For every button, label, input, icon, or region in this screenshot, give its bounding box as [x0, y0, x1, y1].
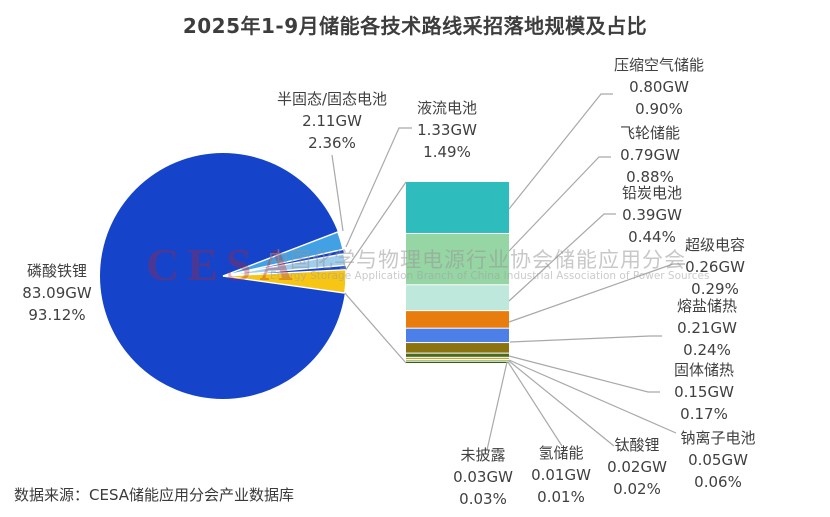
- label-leader-line: [508, 355, 660, 393]
- slice-percent: 0.17%: [680, 405, 728, 423]
- series-line-bottom: [344, 292, 407, 364]
- slice-value: 0.21GW: [677, 319, 737, 337]
- slice-label-block: 半固态/固态电池 2.11GW 2.36%: [248, 88, 416, 154]
- pie-slice-other-group: [222, 268, 347, 294]
- slice-value: 0.79GW: [620, 146, 680, 164]
- slice-name: 液流电池: [416, 99, 477, 117]
- slice-value: 0.01GW: [531, 466, 591, 484]
- data-source-note: 数据来源：CESA储能应用分会产业数据库: [14, 486, 295, 504]
- slice-value: 0.39GW: [622, 206, 682, 224]
- slice-percent: 0.03%: [459, 490, 507, 508]
- slice-percent: 1.49%: [423, 143, 471, 161]
- slice-label-block: 压缩空气储能 0.80GW 0.90%: [593, 54, 725, 120]
- bar-segment: [406, 360, 509, 361]
- slice-percent: 0.02%: [613, 480, 661, 498]
- label-leader-line: [509, 335, 662, 343]
- slice-name: 超级电容: [684, 236, 745, 254]
- pie-slice-flow: [222, 252, 347, 277]
- slice-value: 2.11GW: [302, 112, 362, 130]
- slice-value: 1.33GW: [417, 121, 477, 139]
- slice-name: 氢储能: [538, 444, 584, 462]
- label-leader-line: [508, 156, 611, 252]
- slice-label-block: 氢储能 0.01GW 0.01%: [502, 442, 620, 508]
- slice-value: 0.15GW: [674, 383, 734, 401]
- slice-label-block: 飞轮储能 0.79GW 0.88%: [586, 122, 714, 188]
- slice-name: 固体储热: [673, 361, 734, 379]
- label-leader-line: [486, 361, 508, 451]
- bar-segment: [406, 285, 509, 311]
- slice-name: 铅炭电池: [621, 184, 682, 202]
- series-line-top: [345, 181, 407, 271]
- bar-segment: [406, 357, 509, 360]
- slice-name: 飞轮储能: [619, 124, 680, 142]
- label-leader-line: [508, 93, 613, 210]
- label-leader-line: [508, 360, 615, 447]
- slice-label-block: 钛酸锂 0.02GW 0.02%: [576, 434, 698, 500]
- chart-title: 2025年1-9月储能各技术路线采招落地规模及占比: [182, 14, 648, 38]
- bar-segment: [406, 233, 509, 285]
- slice-percent: 0.44%: [628, 228, 676, 246]
- slice-label-block: 铅炭电池 0.39GW 0.44%: [588, 182, 716, 248]
- slice-value: 0.03GW: [453, 468, 513, 486]
- label-leader-line: [508, 359, 677, 434]
- slice-name: 熔盐储热: [676, 297, 737, 315]
- bar-segment: [406, 328, 509, 343]
- slice-label-block: 超级电容 0.26GW 0.29%: [652, 234, 778, 300]
- bar-segment: [406, 311, 509, 328]
- bar-segment: [406, 361, 509, 363]
- slice-name: 磷酸铁锂: [26, 262, 87, 280]
- slice-value: 83.09GW: [22, 284, 92, 302]
- slice-value: 0.80GW: [629, 78, 689, 96]
- slice-name: 钠离子电池: [680, 429, 756, 447]
- slice-label-block: 钠离子电池 0.05GW 0.06%: [655, 427, 781, 493]
- slice-percent: 0.06%: [694, 473, 742, 491]
- slice-value: 0.26GW: [685, 258, 745, 276]
- slice-percent: 0.88%: [626, 168, 674, 186]
- label-leader-line: [508, 213, 616, 302]
- slice-label-block: 液流电池 1.33GW 1.49%: [398, 97, 496, 163]
- slice-percent: 0.29%: [691, 280, 739, 298]
- slice-value: 0.02GW: [607, 458, 667, 476]
- bar-segment: [406, 353, 509, 357]
- slice-label-block: 熔盐储热 0.21GW 0.24%: [644, 295, 770, 361]
- slice-percent: 0.24%: [683, 341, 731, 359]
- label-leader-line: [508, 263, 685, 323]
- slice-percent: 0.90%: [635, 100, 683, 118]
- pie-slice-semi-solid: [222, 231, 344, 277]
- slice-label-block: 固体储热 0.15GW 0.17%: [641, 359, 767, 425]
- bar-segment: [406, 343, 509, 353]
- label-leader-line: [331, 154, 344, 232]
- slice-percent: 93.12%: [28, 306, 86, 324]
- slice-percent: 2.36%: [308, 134, 356, 152]
- slice-name: 未披露: [460, 446, 506, 464]
- label-leader-line: [507, 361, 563, 447]
- slice-name: 压缩空气储能: [613, 56, 704, 74]
- label-leader-line: [345, 127, 412, 248]
- slice-percent: 0.01%: [537, 488, 585, 506]
- slice-label-block: 未披露 0.03GW 0.03%: [424, 444, 542, 510]
- slice-name: 钛酸锂: [614, 436, 660, 454]
- slice-name: 半固态/固态电池: [276, 90, 388, 108]
- slice-label-block: 磷酸铁锂 83.09GW 93.12%: [5, 260, 109, 326]
- slice-value: 0.05GW: [688, 451, 748, 469]
- bar-segment: [406, 182, 509, 233]
